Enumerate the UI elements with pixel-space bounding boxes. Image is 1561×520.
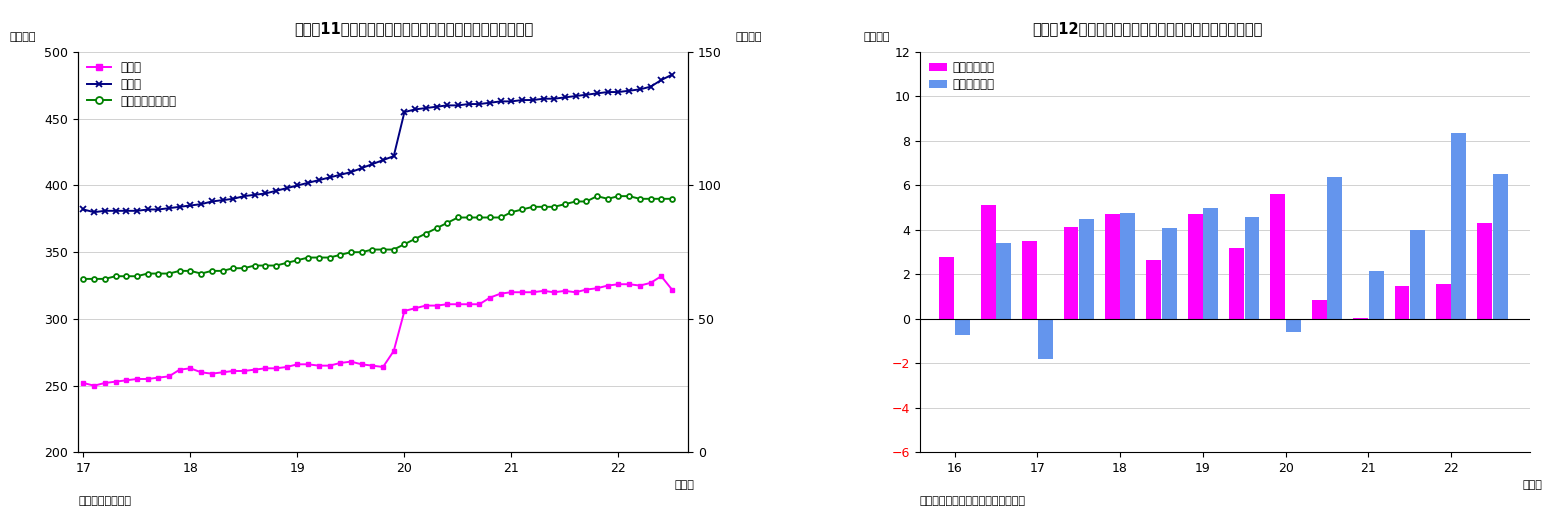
- Bar: [1311, 300, 1327, 319]
- Legend: 対外直接投資, 対外証券投資: 対外直接投資, 対外証券投資: [926, 58, 999, 95]
- Text: （兆円）: （兆円）: [9, 32, 36, 42]
- Bar: [1244, 217, 1260, 319]
- Bar: [1079, 219, 1094, 319]
- Text: （図表11）民間非金融法人の現預金・借入・債務証券残高: （図表11）民間非金融法人の現預金・借入・債務証券残高: [293, 21, 534, 36]
- Bar: [1204, 207, 1218, 319]
- Bar: [1394, 285, 1410, 319]
- Bar: [1436, 284, 1450, 319]
- Bar: [1286, 319, 1300, 332]
- Bar: [1492, 174, 1508, 319]
- Bar: [1271, 194, 1285, 319]
- Bar: [955, 319, 969, 334]
- Bar: [1121, 213, 1135, 319]
- Bar: [1105, 214, 1119, 319]
- Bar: [1477, 223, 1492, 319]
- Bar: [1063, 227, 1079, 319]
- Bar: [996, 243, 1012, 319]
- Bar: [1022, 241, 1037, 319]
- Bar: [1188, 214, 1202, 319]
- Bar: [1353, 318, 1367, 319]
- Bar: [980, 205, 996, 319]
- Bar: [1229, 248, 1244, 319]
- Legend: 現預金, 借入金, 債務証券（右軸）: 現預金, 借入金, 債務証券（右軸）: [84, 58, 180, 111]
- Bar: [1369, 271, 1383, 319]
- Bar: [1146, 260, 1161, 319]
- Text: （年）: （年）: [1522, 480, 1542, 490]
- Text: （兆円）: （兆円）: [863, 32, 890, 42]
- Text: （資料）日本銀行: （資料）日本銀行: [78, 497, 131, 506]
- Bar: [1452, 133, 1466, 319]
- Text: （兆円）: （兆円）: [735, 32, 762, 42]
- Bar: [940, 257, 954, 319]
- Bar: [1038, 319, 1052, 359]
- Text: （図表12）民間非金融法人の対外投資額（資金フロー）: （図表12）民間非金融法人の対外投資額（資金フロー）: [1032, 21, 1263, 36]
- Bar: [1327, 177, 1342, 319]
- Bar: [1410, 230, 1425, 319]
- Text: （資料）日本銀行「資金循環統計」: （資料）日本銀行「資金循環統計」: [919, 497, 1026, 506]
- Bar: [1161, 228, 1177, 319]
- Text: （年）: （年）: [674, 480, 695, 490]
